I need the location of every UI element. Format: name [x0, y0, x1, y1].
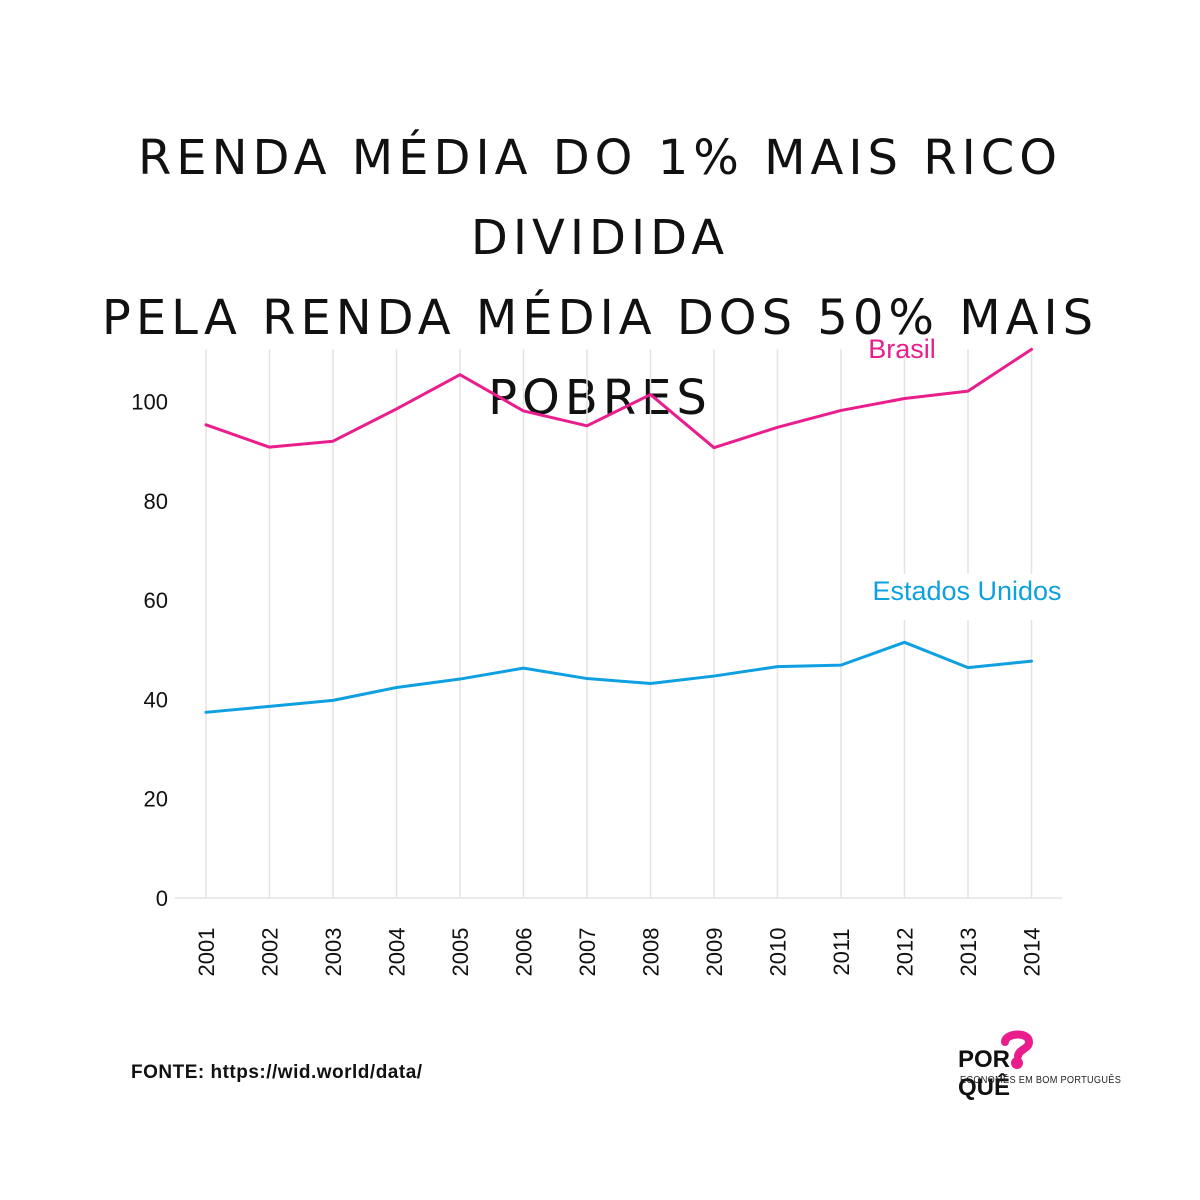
- x-tick-2003: 2003: [321, 928, 346, 977]
- chart-title: RENDA MÉDIA DO 1% MAIS RICO DIVIDIDA PEL…: [0, 118, 1200, 438]
- x-tick-2007: 2007: [575, 928, 600, 977]
- question-mark-icon: [1001, 1030, 1033, 1069]
- series-line-brasil: [204, 347, 1033, 450]
- porque-logo: PORQUÊ ECONOMÊS EM BOM PORTUGUÊS: [955, 1024, 1121, 1101]
- logo-word-right: QUÊ: [958, 1074, 1011, 1101]
- grid-lines: [205, 349, 1033, 898]
- x-axis-ticks: 2001 2002 2003 2004 2005 2006 2007 2008 2009 2010…: [194, 928, 1045, 977]
- y-tick-0: 0: [156, 886, 168, 911]
- series-lines: [204, 347, 1033, 714]
- series-label-estados-unidos: Estados Unidos: [872, 576, 1061, 606]
- y-axis-ticks: 0 20 40 60 80 100: [131, 390, 168, 912]
- chart-title-line-2: PELA RENDA MÉDIA DOS 50% MAIS POBRES: [101, 290, 1099, 426]
- logo-word-left: POR: [958, 1046, 1011, 1073]
- series-label-background: [862, 574, 1072, 620]
- y-tick-100: 100: [131, 390, 168, 415]
- x-tick-2009: 2009: [702, 928, 727, 977]
- x-tick-2005: 2005: [448, 928, 473, 977]
- logo-tagline: ECONOMÊS EM BOM PORTUGUÊS: [960, 1075, 1122, 1086]
- y-tick-20: 20: [144, 787, 168, 812]
- logo-wordmark: PORQUÊ: [958, 1046, 1075, 1102]
- x-tick-2006: 2006: [512, 928, 537, 977]
- series-line-estados-unidos: [204, 640, 1033, 714]
- y-tick-40: 40: [144, 687, 168, 712]
- series-label-brasil: Brasil: [868, 334, 936, 364]
- source-note: FONTE: https://wid.world/data/: [131, 1062, 423, 1083]
- chart-title-line-1: RENDA MÉDIA DO 1% MAIS RICO DIVIDIDA: [137, 130, 1063, 266]
- x-tick-2011: 2011: [829, 928, 854, 975]
- x-tick-2010: 2010: [766, 928, 791, 977]
- y-tick-80: 80: [144, 489, 168, 514]
- x-tick-2004: 2004: [385, 928, 410, 977]
- series-labels: Brasil Estados Unidos: [862, 334, 1072, 620]
- x-tick-2013: 2013: [956, 928, 981, 977]
- x-tick-2012: 2012: [893, 928, 918, 977]
- x-tick-2002: 2002: [258, 928, 283, 977]
- x-tick-2008: 2008: [639, 928, 664, 977]
- x-tick-2014: 2014: [1020, 928, 1045, 977]
- x-tick-2001: 2001: [194, 928, 219, 977]
- y-tick-60: 60: [144, 588, 168, 613]
